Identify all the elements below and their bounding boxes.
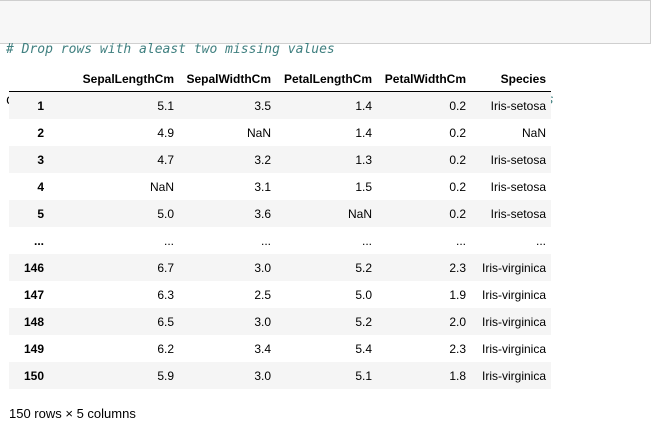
cell-sepal-width: 2.5 <box>254 287 271 302</box>
cell-sepal-length: 6.7 <box>157 260 174 275</box>
cell-sepal-width: NaN <box>246 125 271 140</box>
row-index: ... <box>33 233 44 248</box>
cell-species: Iris-setosa <box>490 179 546 194</box>
cell-sepal-width: 3.0 <box>254 314 271 329</box>
cell-sepal-width: 3.2 <box>254 152 271 167</box>
row-index: 5 <box>37 206 44 221</box>
cell-petal-width: ... <box>455 233 466 248</box>
cell-species: Iris-virginica <box>481 368 546 383</box>
header-sepal-width: SepalWidthCm <box>179 66 276 92</box>
header-petal-length: PetalLengthCm <box>276 66 377 92</box>
cell-petal-width: 0.2 <box>449 125 466 140</box>
header-index <box>9 66 49 92</box>
dataframe-table: SepalLengthCm SepalWidthCm PetalLengthCm… <box>9 66 551 389</box>
table-row: 147 6.3 2.5 5.0 1.9 Iris-virginica <box>9 281 551 308</box>
cell-sepal-width: ... <box>260 233 271 248</box>
cell-petal-width: 2.3 <box>449 260 466 275</box>
cell-petal-length: NaN <box>347 206 372 221</box>
cell-sepal-width: 3.0 <box>254 260 271 275</box>
cell-petal-width: 0.2 <box>449 179 466 194</box>
cell-output: SepalLengthCm SepalWidthCm PetalLengthCm… <box>9 66 551 389</box>
cell-petal-length: 5.0 <box>355 287 372 302</box>
table-row: 5 5.0 3.6 NaN 0.2 Iris-setosa <box>9 200 551 227</box>
cell-sepal-length: 5.9 <box>157 368 174 383</box>
code-function-call: df.dropna <box>6 93 77 108</box>
cell-petal-length: 1.5 <box>355 179 372 194</box>
cell-species: Iris-virginica <box>481 314 546 329</box>
cell-sepal-length: ... <box>163 233 174 248</box>
cell-sepal-width: 3.1 <box>254 179 271 194</box>
header-petal-width: PetalWidthCm <box>377 66 471 92</box>
cell-petal-length: 5.4 <box>355 341 372 356</box>
cell-petal-width: 1.9 <box>449 287 466 302</box>
code-comment: # Drop rows with aleast two missing valu… <box>6 42 335 57</box>
cell-species: Iris-setosa <box>490 206 546 221</box>
cell-petal-length: 1.4 <box>355 125 372 140</box>
cell-species: Iris-virginica <box>481 287 546 302</box>
row-index: 3 <box>37 152 44 167</box>
cell-petal-width: 1.8 <box>449 368 466 383</box>
row-index: 146 <box>23 260 44 275</box>
code-line-comment: # Drop rows with aleast two missing valu… <box>6 41 650 58</box>
cell-sepal-width: 3.0 <box>254 368 271 383</box>
table-row-ellipsis: ... ... ... ... ... ... <box>9 227 551 254</box>
cell-sepal-length: NaN <box>149 179 174 194</box>
cell-species: Iris-virginica <box>481 341 546 356</box>
cell-sepal-length: 6.3 <box>157 287 174 302</box>
cell-petal-width: 2.3 <box>449 341 466 356</box>
code-inline-comment: #unfortunately no row contain two missin… <box>178 93 554 108</box>
cell-sepal-width: 3.6 <box>254 206 271 221</box>
cell-sepal-length: 6.2 <box>157 341 174 356</box>
cell-sepal-width: 3.4 <box>254 341 271 356</box>
header-species: Species <box>471 66 551 92</box>
cell-species: NaN <box>521 125 546 140</box>
table-row: 1 5.1 3.5 1.4 0.2 Iris-setosa <box>9 91 551 119</box>
row-index: 148 <box>23 314 44 329</box>
table-header-row: SepalLengthCm SepalWidthCm PetalLengthCm… <box>9 66 551 92</box>
code-input-cell[interactable]: # Drop rows with aleast two missing valu… <box>0 0 651 108</box>
cell-sepal-length: 5.0 <box>157 206 174 221</box>
cell-petal-length: ... <box>361 233 372 248</box>
cell-sepal-length: 4.7 <box>157 152 174 167</box>
row-index: 150 <box>23 368 44 383</box>
table-row: 150 5.9 3.0 5.1 1.8 Iris-virginica <box>9 362 551 389</box>
row-index: 4 <box>37 179 44 194</box>
cell-petal-width: 0.2 <box>449 98 466 113</box>
row-index: 147 <box>23 287 44 302</box>
code-arg-name: thresh <box>84 93 132 108</box>
cell-sepal-width: 3.5 <box>254 98 271 113</box>
cell-species: ... <box>535 233 546 248</box>
cell-petal-width: 2.0 <box>449 314 466 329</box>
code-arg-value: 2 <box>139 93 147 108</box>
code-open-paren: ( <box>76 93 85 108</box>
code-equals: = <box>131 93 140 108</box>
table-row: 149 6.2 3.4 5.4 2.3 Iris-virginica <box>9 335 551 362</box>
table-row: 4 NaN 3.1 1.5 0.2 Iris-setosa <box>9 173 551 200</box>
cell-species: Iris-setosa <box>490 98 546 113</box>
cell-petal-length: 5.2 <box>355 314 372 329</box>
cell-petal-width: 0.2 <box>449 206 466 221</box>
row-index: 2 <box>37 125 44 140</box>
table-row: 3 4.7 3.2 1.3 0.2 Iris-setosa <box>9 146 551 173</box>
code-close-paren: ) <box>146 93 155 108</box>
cell-petal-length: 1.4 <box>355 98 372 113</box>
dataframe-shape-note: 150 rows × 5 columns <box>9 406 136 421</box>
cell-petal-width: 0.2 <box>449 152 466 167</box>
table-row: 148 6.5 3.0 5.2 2.0 Iris-virginica <box>9 308 551 335</box>
cell-petal-length: 1.3 <box>355 152 372 167</box>
row-index: 149 <box>23 341 44 356</box>
cell-species: Iris-setosa <box>490 152 546 167</box>
table-row: 146 6.7 3.0 5.2 2.3 Iris-virginica <box>9 254 551 281</box>
code-line-call: df.dropna(thresh=2) #unfortunately no ro… <box>6 92 650 109</box>
row-index: 1 <box>37 98 44 113</box>
cell-species: Iris-virginica <box>481 260 546 275</box>
cell-sepal-length: 6.5 <box>157 314 174 329</box>
cell-petal-length: 5.1 <box>355 368 372 383</box>
table-row: 2 4.9 NaN 1.4 0.2 NaN <box>9 119 551 146</box>
cell-sepal-length: 5.1 <box>157 98 174 113</box>
cell-sepal-length: 4.9 <box>157 125 174 140</box>
cell-petal-length: 5.2 <box>355 260 372 275</box>
header-sepal-length: SepalLengthCm <box>49 66 179 92</box>
